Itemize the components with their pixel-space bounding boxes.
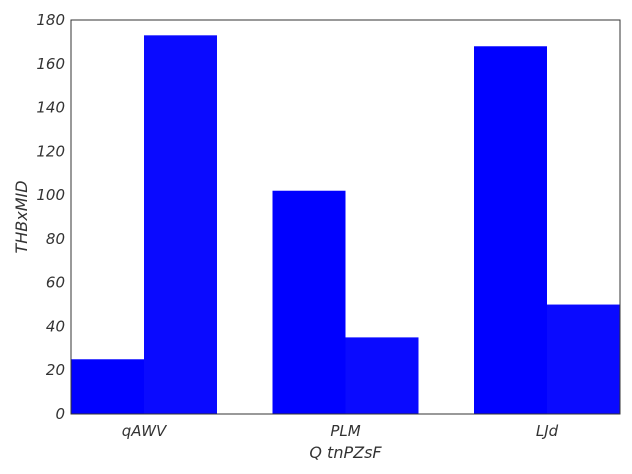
y-tick-label: 40 [46,317,65,335]
x-ticks: qAWV PLM LJd [122,422,559,440]
plot-frame [70,19,621,415]
bar-PLM-series-1 [272,190,346,414]
y-tick-label: 100 [36,186,65,204]
y-tick-label: 80 [46,230,65,248]
x-axis-label: Q tnPZsF [309,443,382,462]
y-tick-label: 160 [36,55,65,73]
bar-qAWV-series-1 [71,359,144,414]
bar-qAWV-series-2 [144,35,217,414]
y-tick-label: 140 [36,99,65,117]
y-tick-label: 120 [36,142,65,160]
y-axis-label: THBxMID [12,180,31,253]
y-tick-label: 20 [46,361,65,379]
bar-PLM-series-2 [345,337,419,414]
bar-LJd-series-1 [474,46,547,415]
x-tick-label: qAWV [122,422,168,440]
y-tick-label: 180 [36,11,65,29]
y-tick-label: 60 [46,274,65,292]
bar-LJd-series-2 [547,304,620,414]
y-tick-label: 0 [55,405,65,423]
bars-group [71,35,620,415]
x-tick-label: PLM [330,422,360,440]
x-tick-label: LJd [536,422,559,440]
y-ticks: 0 20 40 60 80 100 120 140 160 180 [36,11,65,423]
